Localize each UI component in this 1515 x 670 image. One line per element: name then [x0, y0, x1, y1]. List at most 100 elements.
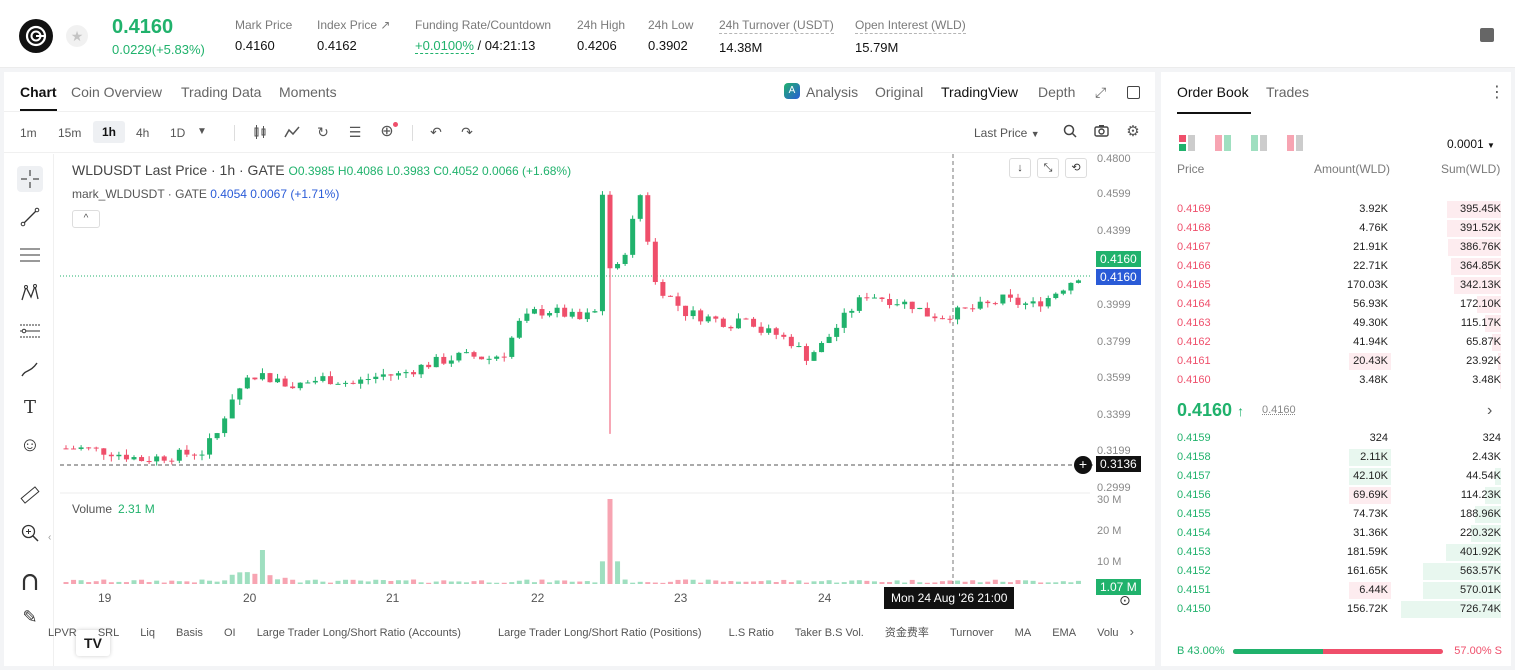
horizontal-lines-icon[interactable] — [17, 242, 43, 268]
undo-icon[interactable]: ↶ — [430, 124, 442, 140]
replay-icon[interactable]: ↻ — [317, 124, 329, 140]
chevron-down-icon[interactable]: ▼ — [197, 126, 207, 137]
tab-original[interactable]: Original — [875, 84, 924, 100]
view-both-icon[interactable] — [1179, 135, 1195, 156]
bid-row[interactable]: 0.4151 6.44K 570.01K — [1161, 581, 1511, 600]
candle-body — [146, 461, 152, 463]
redo-icon[interactable]: ↷ — [461, 124, 473, 140]
tab-trades[interactable]: Trades — [1266, 84, 1310, 100]
view-sells-icon[interactable] — [1287, 135, 1303, 156]
settings-circle-icon[interactable]: ⊙ — [1119, 592, 1131, 608]
mid-price[interactable]: 0.4160 ↑ — [1177, 400, 1244, 421]
reset-view-button[interactable]: ⟲ — [1065, 158, 1087, 178]
add-alert-icon[interactable]: + — [1074, 456, 1092, 474]
ask-row[interactable]: 0.4164 56.93K 172.10K — [1161, 295, 1511, 314]
interval-4h[interactable]: 4h — [136, 126, 150, 140]
indicator-item[interactable]: Liq — [140, 627, 155, 639]
bid-row[interactable]: 0.4153 181.59K 401.92K — [1161, 543, 1511, 562]
fib-icon[interactable] — [17, 318, 43, 344]
pencil-lock-icon[interactable]: ✎ — [22, 606, 38, 627]
trend-line-icon[interactable] — [17, 204, 43, 230]
indicators-icon[interactable] — [284, 124, 300, 140]
bid-row[interactable]: 0.4150 156.72K 726.74K — [1161, 600, 1511, 619]
zoom-in-icon[interactable] — [17, 520, 43, 546]
indicator-item[interactable]: OI — [224, 627, 236, 639]
ask-row[interactable]: 0.4166 22.71K 364.85K — [1161, 257, 1511, 276]
bid-row[interactable]: 0.4159 324 324 — [1161, 429, 1511, 448]
search-icon[interactable] — [1062, 124, 1078, 140]
interval-1d[interactable]: 1D — [170, 126, 186, 140]
chart-plot-area[interactable]: WLDUSDT Last Price · 1h · GATE O0.3985 H… — [60, 153, 1155, 666]
tab-tradingview[interactable]: TradingView — [941, 84, 1019, 100]
scroll-down-button[interactable]: ↓ — [1009, 158, 1031, 178]
bid-row[interactable]: 0.4154 31.36K 220.32K — [1161, 524, 1511, 543]
interval-15m[interactable]: 15m — [58, 126, 82, 140]
ask-row[interactable]: 0.4168 4.76K 391.52K — [1161, 219, 1511, 238]
stat-value: 0.3902 — [648, 38, 688, 53]
more-vertical-icon[interactable]: ⋮ — [1489, 84, 1505, 101]
view-asks-icon[interactable] — [1215, 135, 1231, 156]
magnet-icon[interactable] — [17, 570, 43, 596]
brush-icon[interactable] — [17, 356, 43, 382]
tab-depth[interactable]: Depth — [1038, 84, 1076, 100]
chevron-right-icon[interactable]: › — [1487, 402, 1493, 419]
collapse-button[interactable]: ⤡ — [1037, 158, 1059, 178]
indicator-item[interactable]: Basis — [176, 627, 203, 639]
bid-row[interactable]: 0.4158 2.11K 2.43K — [1161, 448, 1511, 467]
text-tool-icon[interactable]: T — [23, 396, 36, 418]
indicator-item[interactable]: MA — [1014, 627, 1032, 639]
bid-row[interactable]: 0.4152 161.65K 563.57K — [1161, 562, 1511, 581]
indicator-item[interactable]: Volu — [1097, 627, 1119, 639]
emoji-icon[interactable]: ☺ — [19, 433, 41, 456]
indicator-item[interactable]: Taker B.S Vol. — [794, 627, 864, 639]
ask-row[interactable]: 0.4161 20.43K 23.92K — [1161, 352, 1511, 371]
legend-collapse-button[interactable]: ^ — [72, 210, 100, 228]
add-indicator-icon[interactable]: ⊕ — [379, 122, 398, 140]
interval-1h[interactable]: 1h — [93, 121, 126, 143]
templates-icon[interactable]: ☰ — [348, 124, 362, 140]
ask-row[interactable]: 0.4160 3.48K 3.48K — [1161, 371, 1511, 390]
candles-icon[interactable] — [252, 124, 268, 140]
guide-book-icon[interactable] — [1480, 28, 1494, 42]
interval-1m[interactable]: 1m — [20, 126, 37, 140]
chevron-right-icon[interactable]: › — [1129, 624, 1134, 639]
tab-order-book[interactable]: Order Book — [1177, 84, 1249, 100]
fullscreen-icon[interactable]: ⤢ — [1095, 84, 1107, 100]
collapse-toolbar-icon[interactable]: ‹ — [48, 532, 52, 543]
tab-analysis[interactable]: Analysis — [806, 84, 859, 100]
settings-gear-icon[interactable]: ⚙ — [1126, 123, 1140, 140]
tab-coin-overview[interactable]: Coin Overview — [71, 84, 163, 100]
indicator-item[interactable]: L.S Ratio — [728, 627, 774, 639]
crosshair-icon[interactable] — [17, 166, 43, 192]
pattern-icon[interactable] — [17, 280, 43, 306]
view-bids-icon[interactable] — [1251, 135, 1267, 156]
indicator-item[interactable]: LPVR — [48, 627, 77, 639]
ask-row[interactable]: 0.4163 49.30K 115.17K — [1161, 314, 1511, 333]
price-cell: 0.4162 — [1177, 336, 1211, 348]
tab-trading-data[interactable]: Trading Data — [181, 84, 262, 100]
tab-chart[interactable]: Chart — [20, 84, 57, 111]
window-icon[interactable] — [1127, 86, 1140, 99]
funding-rate-value[interactable]: +0.0100% — [415, 38, 474, 54]
price-source-select[interactable]: Last Price ▼ — [974, 126, 1040, 140]
ruler-icon[interactable] — [17, 482, 43, 508]
ask-row[interactable]: 0.4167 21.91K 386.76K — [1161, 238, 1511, 257]
precision-select[interactable]: 0.0001 ▼ — [1447, 137, 1495, 151]
tab-moments[interactable]: Moments — [279, 84, 337, 100]
indicator-item[interactable]: Large Trader Long/Short Ratio (Accounts) — [256, 627, 461, 639]
bid-row[interactable]: 0.4156 69.69K 114.23K — [1161, 486, 1511, 505]
ask-row[interactable]: 0.4162 41.94K 65.87K — [1161, 333, 1511, 352]
indicator-item[interactable]: SRL — [97, 627, 120, 639]
indicator-item[interactable]: Turnover — [949, 627, 994, 639]
camera-icon[interactable] — [1093, 124, 1109, 140]
indicator-item[interactable]: 资金费率 — [884, 627, 929, 639]
indicator-item[interactable]: Large Trader Long/Short Ratio (Positions… — [497, 627, 702, 639]
ask-row[interactable]: 0.4169 3.92K 395.45K — [1161, 200, 1511, 219]
ask-row[interactable]: 0.4165 170.03K 342.13K — [1161, 276, 1511, 295]
favorite-star-icon[interactable]: ★ — [66, 25, 88, 47]
indicator-item[interactable]: EMA — [1052, 627, 1077, 639]
volume-bar — [728, 581, 734, 584]
stat-index-price[interactable]: Index Price ↗ 0.4162 — [317, 18, 390, 53]
bid-row[interactable]: 0.4155 74.73K 188.96K — [1161, 505, 1511, 524]
bid-row[interactable]: 0.4157 42.10K 44.54K — [1161, 467, 1511, 486]
